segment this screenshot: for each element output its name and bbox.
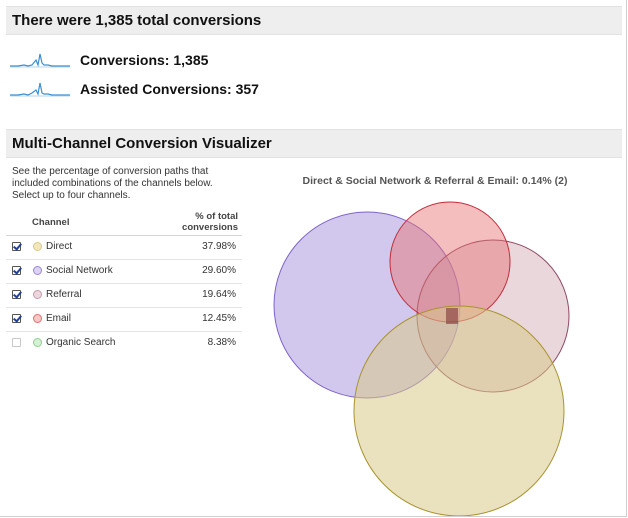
table-row: Direct 37.98% bbox=[6, 236, 242, 260]
channel-checkbox[interactable] bbox=[12, 242, 21, 251]
channel-checkbox[interactable] bbox=[12, 290, 21, 299]
channel-checkbox[interactable] bbox=[12, 266, 21, 275]
channel-color-swatch bbox=[33, 314, 42, 323]
column-header-channel: Channel bbox=[32, 217, 70, 228]
sparkline-icon bbox=[10, 82, 70, 97]
sparkline-icon bbox=[10, 53, 70, 68]
channel-pct: 8.38% bbox=[207, 337, 236, 348]
channel-name: Social Network bbox=[46, 265, 113, 276]
channel-rows: Direct 37.98% Social Network 29.60% Referral… bbox=[6, 236, 242, 355]
channel-color-swatch bbox=[33, 338, 42, 347]
column-header-pct-line1: % of total bbox=[195, 211, 238, 222]
table-header: Channel % of total conversions bbox=[6, 209, 242, 236]
visualizer-header: Multi-Channel Conversion Visualizer bbox=[6, 129, 622, 158]
channel-color-swatch bbox=[33, 242, 42, 251]
venn-intersection-all[interactable] bbox=[446, 308, 458, 324]
table-row: Referral 19.64% bbox=[6, 284, 242, 308]
venn-caption: Direct & Social Network & Referral & Ema… bbox=[302, 175, 568, 187]
channel-pct: 29.60% bbox=[202, 265, 236, 276]
channel-pct: 19.64% bbox=[202, 289, 236, 300]
channel-table: Channel % of total conversions Direct 37.… bbox=[6, 209, 242, 355]
column-header-pct: % of total conversions bbox=[158, 211, 238, 233]
column-header-pct-line2: conversions bbox=[182, 222, 238, 233]
conversions-label: Conversions: 1,385 bbox=[80, 52, 209, 68]
metric-conversions: Conversions: 1,385 bbox=[10, 50, 208, 70]
assisted-conversions-label: Assisted Conversions: 357 bbox=[80, 81, 259, 97]
channel-pct: 37.98% bbox=[202, 241, 236, 252]
channel-color-swatch bbox=[33, 290, 42, 299]
channel-pct: 12.45% bbox=[202, 313, 236, 324]
venn-circle-direct[interactable] bbox=[353, 305, 565, 516]
venn-circle-email[interactable] bbox=[389, 201, 511, 323]
metric-assisted-conversions: Assisted Conversions: 357 bbox=[10, 79, 259, 99]
summary-header: There were 1,385 total conversions bbox=[6, 6, 622, 35]
table-row: Email 12.45% bbox=[6, 308, 242, 332]
venn-diagram bbox=[273, 201, 570, 516]
channel-name: Organic Search bbox=[46, 337, 116, 348]
table-row: Social Network 29.60% bbox=[6, 260, 242, 284]
channel-color-swatch bbox=[33, 266, 42, 275]
visualizer-description: See the percentage of conversion paths t… bbox=[12, 166, 213, 201]
channel-name: Referral bbox=[46, 289, 82, 300]
channel-checkbox[interactable] bbox=[12, 314, 21, 323]
channel-name: Direct bbox=[46, 241, 73, 252]
channel-checkbox[interactable] bbox=[12, 338, 21, 347]
table-row: Organic Search 8.38% bbox=[6, 332, 242, 355]
channel-name: Email bbox=[46, 313, 72, 324]
